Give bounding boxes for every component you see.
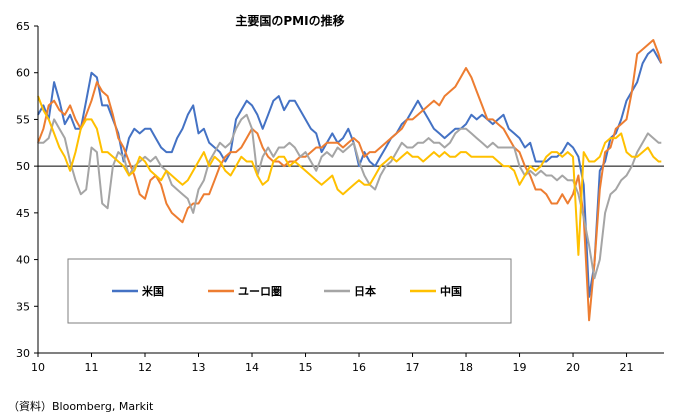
x-tick-label: 15 [299,361,313,374]
legend-label-1: ユーロ圏 [238,285,282,298]
x-tick-label: 13 [192,361,206,374]
y-tick-label: 60 [16,67,30,80]
legend: 米国 ユーロ圏 日本 中国 [67,258,512,324]
y-tick-label: 50 [16,160,30,173]
y-tick-label: 30 [16,347,30,360]
x-tick-label: 12 [138,361,152,374]
x-tick-label: 19 [513,361,527,374]
legend-box [67,258,512,324]
series-layer [37,39,663,322]
legend-label-2: 日本 [354,284,376,298]
chart-title: 主要国のPMIの推移 [235,13,344,28]
y-tick-label: 40 [16,254,30,267]
series-line-2 [38,113,662,280]
y-tick-label: 55 [16,113,30,126]
x-tick-label: 20 [566,361,580,374]
y-tick-label: 65 [16,20,30,33]
x-tick-label: 21 [620,361,634,374]
y-tick-label: 45 [16,207,30,220]
source-note: （資料）Bloomberg, Markit [8,399,154,413]
x-tick-label: 16 [352,361,366,374]
series-line-1 [37,39,663,322]
x-tick-label: 10 [31,361,45,374]
y-tick-label: 35 [16,300,30,313]
legend-label-0: 米国 [141,284,164,298]
legend-label-3: 中国 [440,284,462,298]
axis-layer: 30 35 40 45 50 55 60 65 10 11 12 13 14 15 16 17 18 19 20 21 [16,20,664,374]
x-tick-label: 11 [85,361,99,374]
x-tick-label: 14 [245,361,259,374]
x-tick-label: 17 [406,361,420,374]
x-tick-label: 18 [459,361,473,374]
series-line-3 [37,95,662,256]
